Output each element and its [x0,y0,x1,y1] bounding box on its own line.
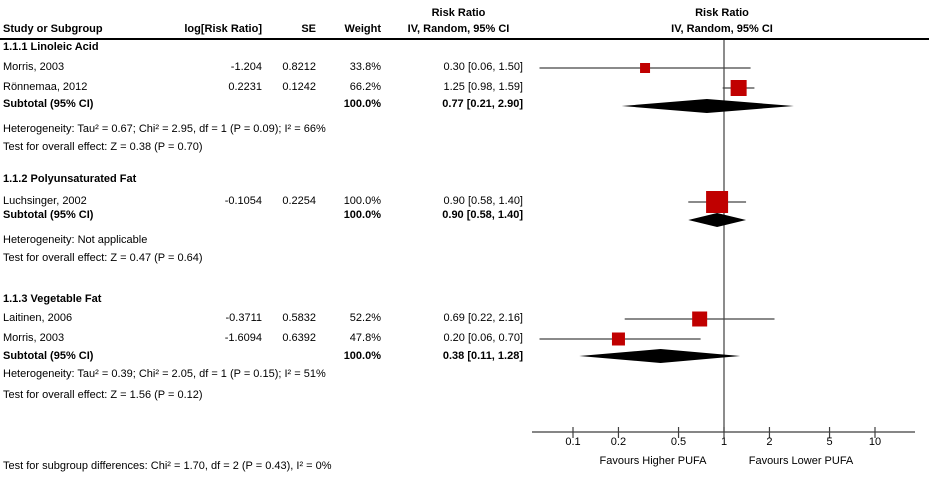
study-row-name: Rönnemaa, 2012 [3,81,88,93]
study-row: Morris, 2003 -1.6094 0.6392 47.8% 0.20 [0.06… [0,332,929,345]
overall-effect-note: Test for overall effect: Z = 0.38 (P = 0… [0,141,929,154]
study-row-se: 0.6392 [282,332,316,344]
study-row-name: Morris, 2003 [3,61,65,73]
subgroup-title-row: 1.1.2 Polyunsaturated Fat [0,173,929,186]
overall-effect-note: Test for overall effect: Z = 1.56 (P = 0… [0,389,929,402]
subgroup-difference-test-note: Test for subgroup differences: Chi² = 1.… [3,460,332,472]
axis-tick-label: 5 [826,436,833,448]
study-row-wt: 47.8% [349,332,381,344]
subtotal-row-ci: 0.90 [0.58, 1.40] [442,209,523,221]
heterogeneity-note: Heterogeneity: Tau² = 0.39; Chi² = 2.05,… [0,368,929,381]
effect-marker [611,332,625,346]
study-row-log: -0.1054 [224,195,262,207]
study-row-log: 0.2231 [228,81,262,93]
subtotal-row-wt: 100.0% [343,209,381,221]
overall-effect-note-name: Test for overall effect: Z = 1.56 (P = 0… [3,389,203,401]
subtotal-row-name: Subtotal (95% CI) [3,98,94,110]
study-row-name: Morris, 2003 [3,332,65,344]
axis-tick-label: 0.2 [610,436,627,448]
column-header-ci-text: IV, Random, 95% CI [407,23,510,35]
study-row-ci: 1.25 [0.98, 1.59] [443,81,523,93]
overall-effect-note: Test for overall effect: Z = 0.47 (P = 0… [0,252,929,265]
study-row-wt: 52.2% [349,312,381,324]
axis-tick-label: 1 [720,436,728,448]
study-row-wt: 33.8% [349,61,381,73]
effect-measure-header-right: Risk Ratio [695,7,749,19]
column-header-se: SE [301,23,316,35]
study-row-name: Luchsinger, 2002 [3,195,87,207]
study-row: Laitinen, 2006 -0.3711 0.5832 52.2% 0.69 [0.… [0,312,929,325]
subtotal-diamond [688,213,747,227]
study-row-ci: 0.69 [0.22, 2.16] [443,312,523,324]
column-header-log-rr: log[Risk Ratio] [184,23,262,35]
subtotal-row: Subtotal (95% CI) 100.0% 0.77 [0.21, 2.90] [0,98,929,111]
heterogeneity-note-name: Heterogeneity: Not applicable [3,234,148,246]
effect-measure-header-left: Risk Ratio [431,7,486,19]
subgroup-title-row-name: 1.1.1 Linoleic Acid [3,41,99,53]
header-separator-line [0,38,929,40]
study-row: Morris, 2003 -1.204 0.8212 33.8% 0.30 [0.06,… [0,61,929,74]
study-row-wt: 66.2% [349,81,381,93]
study-row-se: 0.5832 [282,312,316,324]
effect-marker [640,63,651,73]
study-row-se: 0.2254 [282,195,316,207]
study-row-ci: 0.20 [0.06, 0.70] [443,332,523,344]
axis-tick-label: 0.1 [565,436,581,448]
overall-effect-note-name: Test for overall effect: Z = 0.38 (P = 0… [3,141,203,153]
subtotal-row-ci: 0.77 [0.21, 2.90] [442,98,523,110]
subtotal-row: Subtotal (95% CI) 100.0% 0.90 [0.58, 1.40] [0,209,929,222]
subtotal-row-name: Subtotal (95% CI) [3,350,94,362]
subgroup-title-row-name: 1.1.3 Vegetable Fat [3,293,102,305]
column-header-weight: Weight [344,23,381,35]
subgroup-title-row: 1.1.1 Linoleic Acid [0,41,929,54]
subtotal-row-wt: 100.0% [343,350,381,362]
overall-effect-note-name: Test for overall effect: Z = 0.47 (P = 0… [3,252,203,264]
subtotal-row: Subtotal (95% CI) 100.0% 0.38 [0.11, 1.28] [0,350,929,363]
study-row-log: -1.6094 [224,332,262,344]
column-header-ci-graph: IV, Random, 95% CI [671,23,773,35]
heterogeneity-note: Heterogeneity: Tau² = 0.67; Chi² = 2.95,… [0,123,929,136]
effect-marker [692,311,708,327]
heterogeneity-note-name: Heterogeneity: Tau² = 0.39; Chi² = 2.05,… [3,368,326,380]
subtotal-diamond [621,99,794,113]
axis-tick-label: 0.5 [670,436,687,448]
favours-right-label: Favours Lower PUFA [748,455,854,467]
column-header-study: Study or Subgroup [3,23,103,35]
heterogeneity-note-name: Heterogeneity: Tau² = 0.67; Chi² = 2.95,… [3,123,326,135]
favours-left-label: Favours Higher PUFA [599,455,707,467]
effect-marker [730,80,747,96]
heterogeneity-note: Heterogeneity: Not applicable [0,234,929,247]
study-row-log: -0.3711 [225,312,263,324]
study-row-name: Laitinen, 2006 [3,312,73,324]
study-row: Luchsinger, 2002 -0.1054 0.2254 100.0% 0.90 … [0,195,929,208]
study-row-wt: 100.0% [343,195,381,207]
effect-marker [706,191,729,213]
subtotal-row-ci: 0.38 [0.11, 1.28] [442,350,523,362]
subtotal-diamond [579,349,741,363]
study-row-se: 0.8212 [282,61,316,73]
subgroup-title-row: 1.1.3 Vegetable Fat [0,293,929,306]
axis-tick-label: 2 [766,436,773,448]
subtotal-row-name: Subtotal (95% CI) [3,209,94,221]
study-row-log: -1.204 [230,61,262,73]
subtotal-row-wt: 100.0% [343,98,381,110]
study-row-ci: 0.90 [0.58, 1.40] [443,195,523,207]
study-row-ci: 0.30 [0.06, 1.50] [443,61,523,73]
study-row: Rönnemaa, 2012 0.2231 0.1242 66.2% 1.25 [0.9… [0,81,929,94]
axis-tick-label: 10 [868,436,882,448]
subgroup-title-row-name: 1.1.2 Polyunsaturated Fat [3,173,137,185]
study-row-se: 0.1242 [282,81,316,93]
